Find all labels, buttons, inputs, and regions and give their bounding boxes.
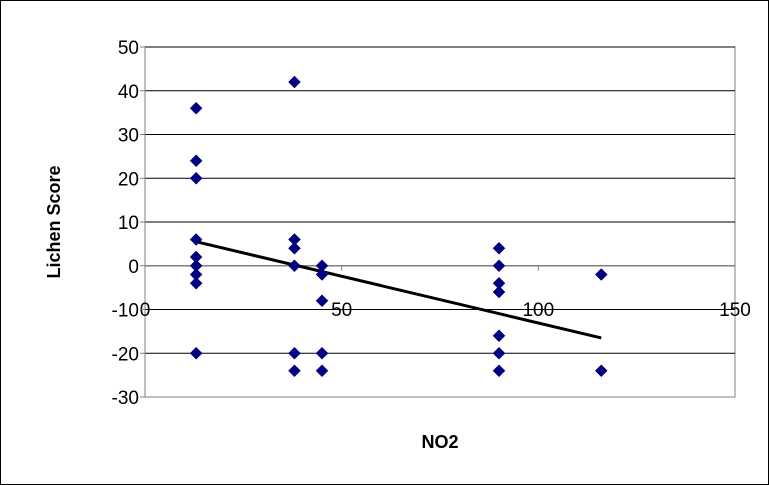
data-point [315, 268, 329, 281]
data-point [288, 75, 301, 89]
data-point [189, 101, 203, 115]
data-point [492, 259, 506, 273]
x-axis-ticks: 0 50 100 150 [140, 265, 751, 321]
y-axis-title: Lichen Score [44, 165, 64, 278]
x-tick-label: 150 [719, 300, 751, 321]
y-axis-ticks: -30 -20 -10 0 10 20 30 40 50 [112, 38, 145, 409]
data-point [315, 364, 329, 378]
data-point [288, 364, 301, 378]
x-tick-label: 0 [140, 300, 151, 321]
data-point [288, 259, 301, 273]
data-point [492, 364, 506, 378]
y-tick-label: 30 [118, 126, 139, 147]
y-tick-label: 10 [118, 213, 139, 234]
data-point [492, 329, 506, 343]
trendline-group [195, 240, 602, 340]
data-point [189, 233, 203, 246]
data-point [288, 241, 301, 255]
data-point [492, 241, 506, 255]
data-points [189, 75, 608, 378]
data-point [594, 364, 608, 378]
data-point [594, 268, 608, 281]
data-point [315, 294, 329, 308]
x-axis-title: NO2 [421, 432, 458, 452]
y-tick-label: -10 [112, 301, 139, 322]
data-point [189, 276, 203, 290]
data-point [492, 285, 506, 299]
data-point [288, 346, 301, 360]
data-point [189, 154, 203, 168]
data-point [315, 346, 329, 360]
y-tick-label: 20 [118, 169, 139, 190]
y-tick-label: 0 [128, 257, 139, 278]
y-tick-label: -20 [112, 344, 139, 365]
y-tick-label: 50 [118, 38, 139, 59]
data-point [189, 346, 203, 360]
data-point [189, 171, 203, 185]
x-tick-label: 100 [522, 300, 554, 321]
y-tick-label: 40 [118, 82, 139, 103]
trendline [195, 240, 602, 340]
data-point [492, 346, 506, 360]
y-tick-label: -30 [112, 388, 139, 409]
x-tick-label: 50 [331, 300, 352, 321]
